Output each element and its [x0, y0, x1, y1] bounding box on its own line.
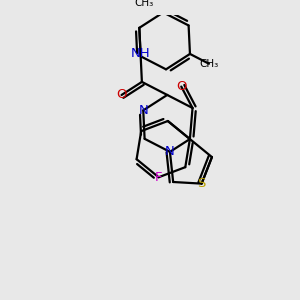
Text: N: N: [165, 146, 175, 158]
Text: NH: NH: [131, 47, 150, 60]
Text: O: O: [116, 88, 127, 101]
Text: O: O: [176, 80, 187, 93]
Text: CH₃: CH₃: [135, 0, 154, 8]
Text: CH₃: CH₃: [199, 59, 219, 69]
Text: F: F: [155, 171, 162, 184]
Text: S: S: [197, 177, 206, 190]
Text: N: N: [138, 104, 148, 117]
